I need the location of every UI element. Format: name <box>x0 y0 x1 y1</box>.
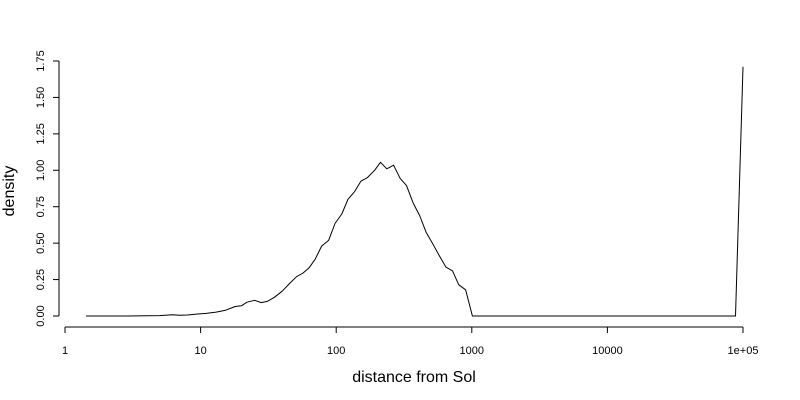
y-tick-label: 1.25 <box>35 123 47 144</box>
x-axis: 1 10 100 1000 10000 1e+05 <box>62 326 759 357</box>
y-tick-label: 0.50 <box>35 232 47 253</box>
x-tick-label: 100 <box>327 345 345 357</box>
y-tick-label: 1.75 <box>35 50 47 71</box>
density-series-line <box>86 66 744 317</box>
y-tick-label: 1.50 <box>35 87 47 108</box>
x-tick-label: 1e+05 <box>728 345 759 357</box>
x-tick-label: 1 <box>62 345 68 357</box>
y-tick-label: 0.75 <box>35 196 47 217</box>
x-tick-label: 10 <box>194 345 206 357</box>
x-axis-title: distance from Sol <box>352 369 476 386</box>
y-tick-label: 0.00 <box>35 305 47 326</box>
y-tick-label: 1.00 <box>35 160 47 181</box>
y-axis-title: density <box>1 166 18 217</box>
x-tick-label: 1000 <box>460 345 484 357</box>
y-axis: 0.00 0.25 0.50 0.75 1.00 1.25 1.50 1.75 <box>35 50 60 327</box>
plot-area <box>86 66 744 317</box>
x-tick-label: 10000 <box>592 345 623 357</box>
y-tick-label: 0.25 <box>35 269 47 290</box>
